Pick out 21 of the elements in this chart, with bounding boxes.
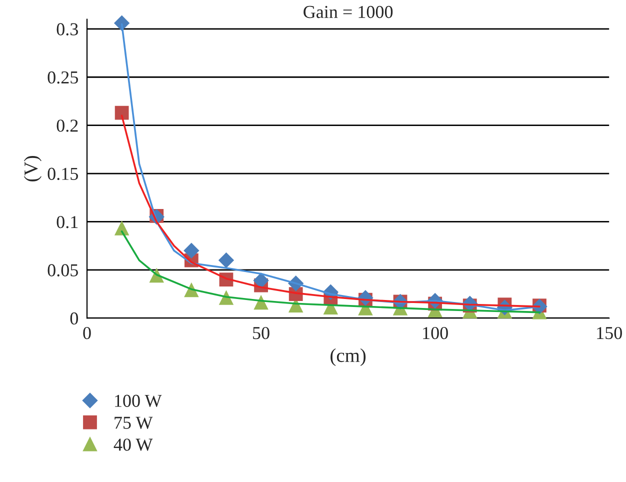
chart-title: Gain = 1000	[304, 6, 393, 18]
x-tick-label: 50	[253, 326, 270, 340]
x-tick-label: 150	[597, 326, 622, 340]
point	[253, 272, 269, 288]
y-axis-title: (V)	[24, 156, 42, 182]
legend-label: 40 W	[114, 438, 153, 451]
point	[114, 106, 129, 120]
y-tick-label: 0.05	[48, 264, 78, 276]
y-tick-label: 0.1	[56, 216, 78, 228]
x-tick-label: 0	[83, 326, 91, 340]
point	[218, 252, 234, 268]
y-tick-label: 0.25	[48, 71, 78, 84]
y-tick-label: 0.2	[56, 120, 78, 132]
legend-label: 75 W	[114, 416, 153, 429]
legend-label: 100 W	[115, 394, 162, 408]
y-tick-label: 0.3	[56, 23, 78, 36]
x-axis-title: (cm)	[330, 348, 366, 366]
point	[184, 243, 199, 258]
y-tick-label: 0	[70, 312, 78, 325]
x-tick-label: 100	[423, 326, 448, 340]
y-tick-label: 0.15	[48, 168, 78, 180]
